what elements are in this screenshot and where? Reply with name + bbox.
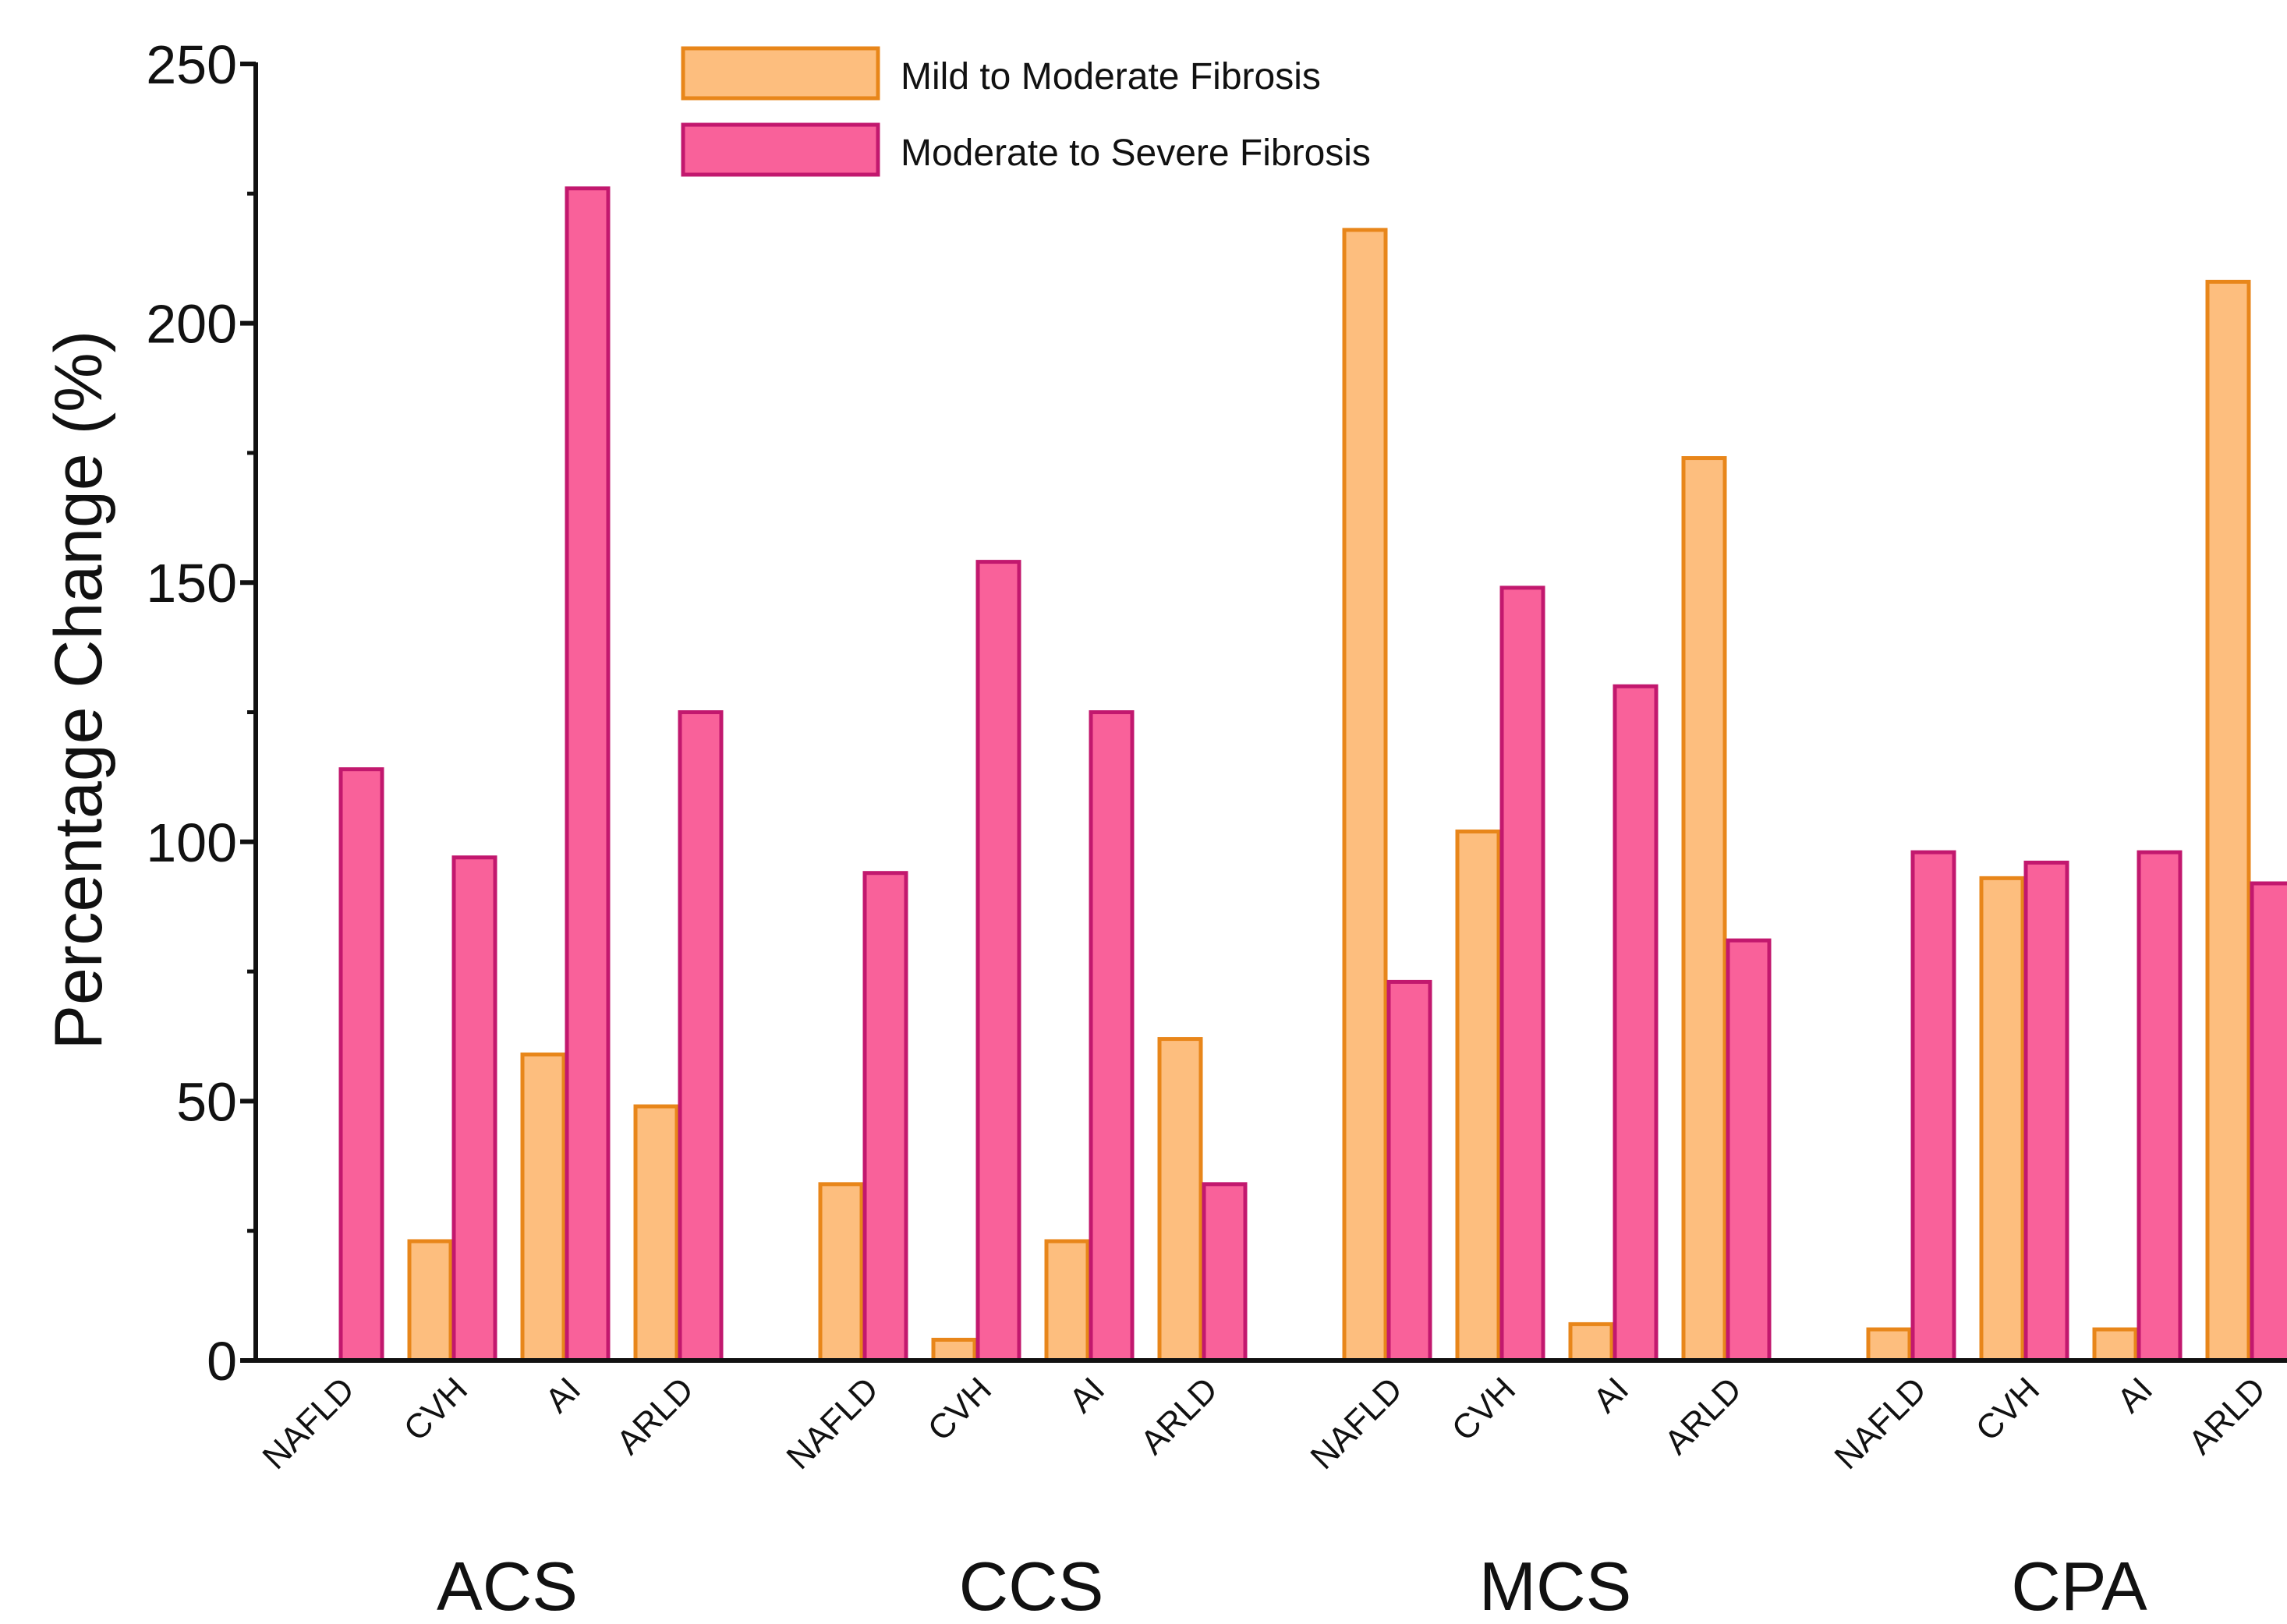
category-label: CVH	[1445, 1370, 1523, 1448]
category-label: NAFLD	[1827, 1370, 1934, 1477]
bar-ccs-ai-severe	[1089, 710, 1135, 1363]
plot-area: NAFLD CVH AI ARLD ACS NAFLD CVH AI ARLD CCS NAFLD C…	[146, 34, 2287, 1624]
bar-acs-arld-severe	[678, 710, 724, 1363]
bar-ccs-arld-mild	[1157, 1037, 1203, 1363]
category-label: NAFLD	[255, 1370, 362, 1477]
legend-swatch-severe	[681, 122, 880, 177]
bar-ccs-nafld-severe	[862, 871, 908, 1363]
y-tick-label: 250	[146, 34, 237, 95]
y-tick-label: 100	[146, 812, 237, 873]
bar-mcs-arld-severe	[1726, 938, 1772, 1363]
bar-cpa-nafld-severe	[1910, 850, 1956, 1363]
bar-acs-ai-severe	[565, 186, 611, 1363]
bar-acs-cvh-mild	[407, 1239, 453, 1363]
bar-ccs-nafld-mild	[818, 1182, 864, 1363]
bar-cpa-cvh-severe	[2023, 860, 2069, 1363]
bar-mcs-cvh-severe	[1499, 586, 1545, 1363]
bar-mcs-arld-mild	[1681, 456, 1727, 1363]
bar-ccs-cvh-mild	[931, 1337, 977, 1363]
bar-mcs-nafld-mild	[1342, 228, 1388, 1363]
bar-ccs-ai-mild	[1044, 1239, 1090, 1363]
bar-cpa-ai-mild	[2092, 1327, 2138, 1363]
bar-cpa-arld-mild	[2205, 279, 2251, 1363]
bar-mcs-ai-severe	[1613, 684, 1659, 1363]
bar-acs-cvh-severe	[451, 855, 497, 1363]
bar-mcs-ai-mild	[1568, 1321, 1614, 1363]
bar-mcs-cvh-mild	[1455, 829, 1501, 1363]
group-label: CPA	[2011, 1548, 2147, 1624]
bar-ccs-cvh-severe	[975, 560, 1021, 1363]
legend: Mild to Moderate Fibrosis Moderate to Se…	[681, 46, 1371, 177]
bar-acs-nafld-severe	[338, 767, 384, 1363]
bar-cpa-nafld-mild	[1866, 1327, 1912, 1363]
bar-cpa-arld-severe	[2250, 881, 2287, 1363]
group-label: MCS	[1479, 1548, 1632, 1624]
category-label: AI	[1062, 1370, 1112, 1420]
bar-acs-arld-mild	[633, 1104, 679, 1363]
category-label: CVH	[921, 1370, 999, 1448]
category-label: AI	[1586, 1370, 1636, 1420]
y-tick-label: 0	[207, 1331, 237, 1392]
y-axis-title: Percentage Change (%)	[41, 331, 116, 1050]
category-label: NAFLD	[779, 1370, 886, 1477]
bar-mcs-nafld-severe	[1386, 979, 1432, 1363]
category-label: ARLD	[609, 1370, 701, 1462]
legend-label-severe: Moderate to Severe Fibrosis	[901, 133, 1371, 174]
legend-label-mild: Mild to Moderate Fibrosis	[901, 56, 1321, 97]
legend-swatch-mild	[681, 46, 880, 101]
bar-ccs-arld-severe	[1202, 1182, 1248, 1363]
y-tick-label: 200	[146, 294, 237, 355]
bar-acs-ai-mild	[520, 1053, 566, 1363]
bar-cpa-ai-severe	[2137, 850, 2183, 1363]
category-label: NAFLD	[1303, 1370, 1410, 1477]
group-label: CCS	[959, 1548, 1104, 1624]
category-label: CVH	[1969, 1370, 2047, 1448]
bar-cpa-cvh-mild	[1979, 876, 2025, 1363]
category-label: AI	[538, 1370, 588, 1420]
category-label: ARLD	[1133, 1370, 1225, 1462]
category-label: CVH	[397, 1370, 475, 1448]
category-label: AI	[2110, 1370, 2160, 1420]
y-tick-label: 150	[146, 553, 237, 614]
category-label: ARLD	[2181, 1370, 2273, 1462]
y-tick-label: 50	[176, 1071, 237, 1132]
group-label: ACS	[437, 1548, 578, 1624]
category-label: ARLD	[1657, 1370, 1749, 1462]
